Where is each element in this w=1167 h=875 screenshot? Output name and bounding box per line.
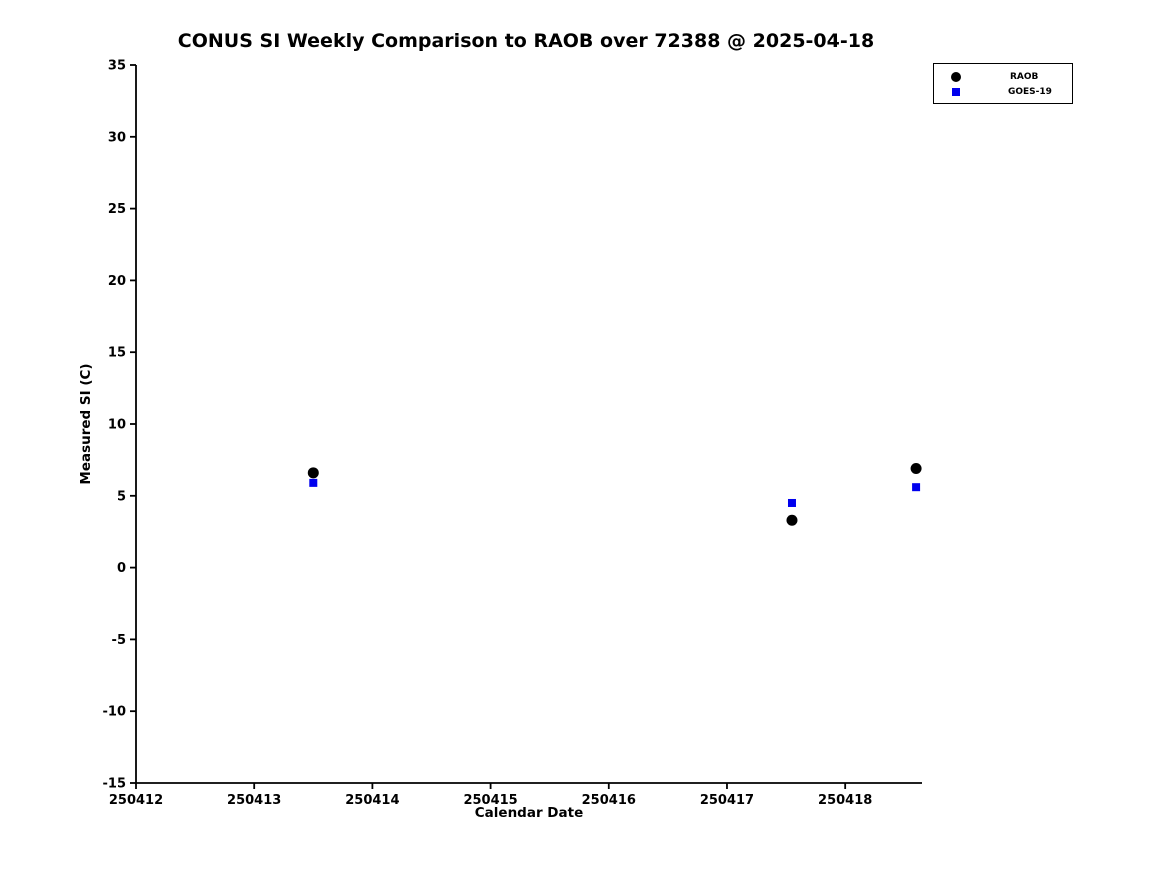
x-tick-label: 250418	[818, 793, 872, 808]
y-tick-label: 30	[108, 130, 126, 145]
x-tick-label: 250414	[345, 793, 399, 808]
y-axis-label: Measured SI (C)	[78, 363, 94, 485]
data-point-raob	[307, 467, 319, 479]
data-point-raob	[786, 514, 798, 526]
x-axis-label: Calendar Date	[474, 805, 584, 821]
x-tick-label: 250416	[582, 793, 636, 808]
y-tick-label: 5	[117, 489, 126, 504]
legend-item-goes19: GOES-19	[934, 84, 1072, 99]
data-point-goes-19	[309, 478, 318, 487]
legend-label-goes19: GOES-19	[1008, 86, 1052, 97]
y-tick-label: -15	[103, 777, 127, 792]
data-point-goes-19	[787, 498, 796, 507]
x-tick-label: 250415	[463, 793, 517, 808]
y-tick-label: -5	[112, 633, 126, 648]
y-tick-label: -10	[103, 705, 127, 720]
raob-circle-marker-icon	[951, 71, 961, 82]
chart-title: CONUS SI Weekly Comparison to RAOB over …	[177, 30, 875, 52]
y-tick-label: 15	[108, 346, 126, 361]
x-tick-label: 250412	[109, 793, 163, 808]
data-point-raob	[910, 463, 922, 475]
legend-label-raob: RAOB	[1010, 71, 1039, 82]
x-tick-label: 250413	[227, 793, 281, 808]
y-tick-label: 25	[108, 202, 126, 217]
y-tick-label: 0	[117, 561, 126, 576]
legend-item-raob: RAOB	[934, 69, 1072, 84]
data-point-goes-19	[912, 483, 921, 492]
y-tick-label: 35	[108, 59, 126, 74]
goes19-square-marker-icon	[952, 87, 960, 96]
y-tick-label: 20	[108, 274, 126, 289]
x-tick-label: 250417	[700, 793, 754, 808]
legend: RAOB GOES-19	[933, 63, 1073, 104]
y-tick-label: 10	[108, 418, 126, 433]
